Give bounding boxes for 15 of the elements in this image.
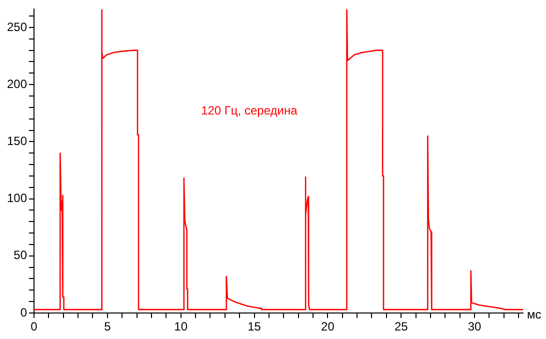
y-tick-label: 50 bbox=[14, 248, 28, 262]
x-tick-label: 20 bbox=[321, 320, 335, 334]
y-tick-label: 0 bbox=[20, 305, 28, 320]
y-tick-label: 200 bbox=[6, 76, 28, 91]
x-tick-label: 0 bbox=[30, 320, 38, 334]
x-tick-label: 5 bbox=[104, 320, 112, 334]
x-axis-title: мс bbox=[527, 307, 542, 322]
x-tick-label: 10 bbox=[174, 320, 188, 334]
annotation: 120 Гц, середина bbox=[201, 103, 298, 118]
x-tick-label: 30 bbox=[468, 320, 482, 334]
y-tick-label: 250 bbox=[6, 20, 28, 34]
x-tick-label: 15 bbox=[248, 320, 262, 334]
y-tick-label: 150 bbox=[6, 134, 28, 148]
x-tick-label: 25 bbox=[394, 320, 408, 334]
y-tick-label: 100 bbox=[6, 191, 28, 206]
